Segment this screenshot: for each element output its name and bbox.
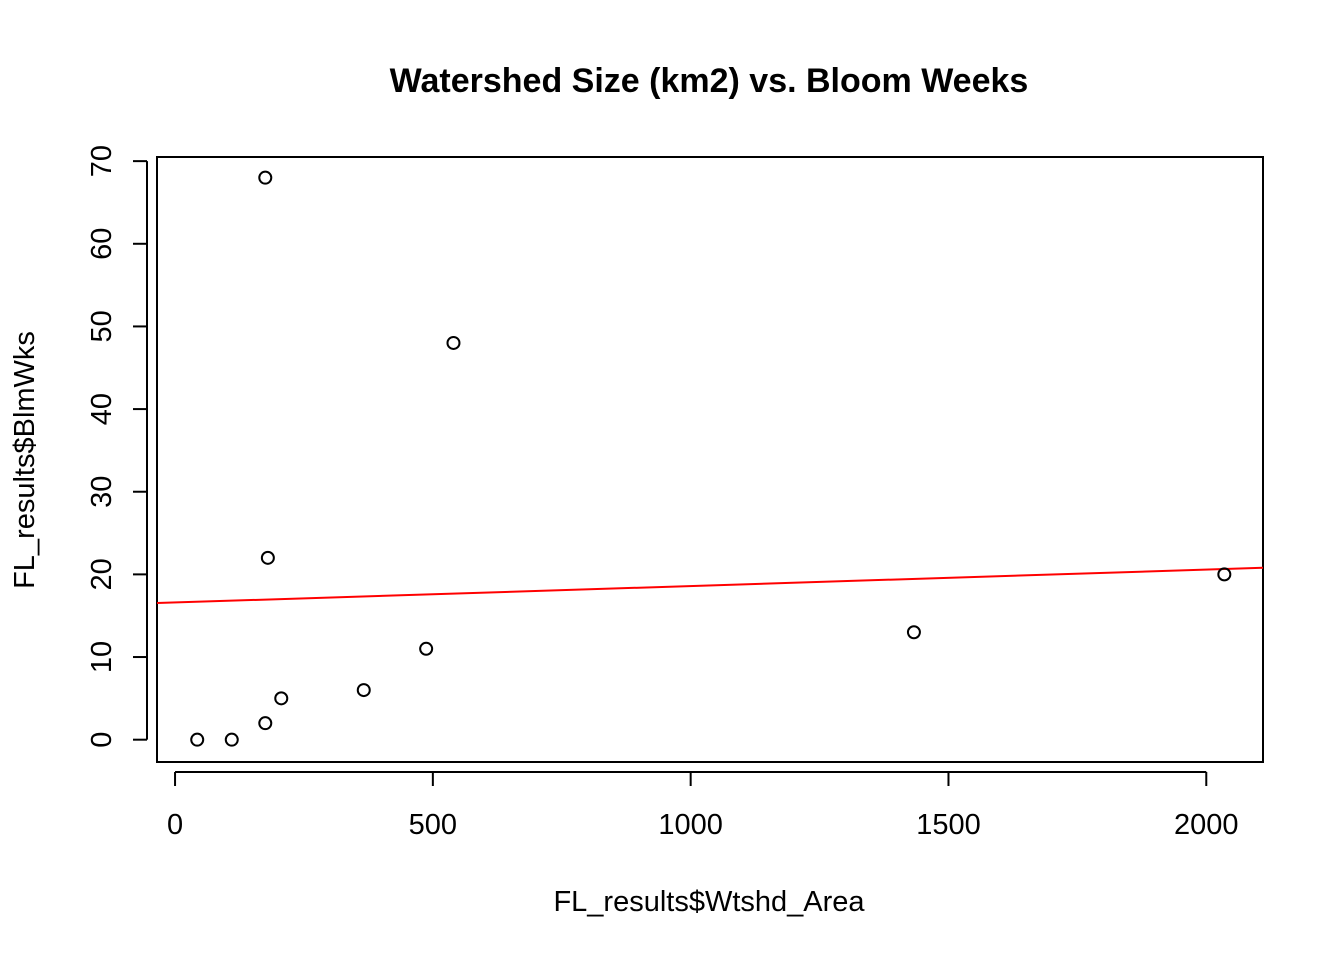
y-tick-label: 50	[86, 310, 118, 342]
plot-frame	[156, 156, 1264, 763]
data-point	[446, 335, 461, 350]
data-point	[1217, 567, 1232, 582]
x-tick-label: 1500	[916, 809, 981, 841]
fit-line-layer	[156, 566, 1264, 605]
chart-title: Watershed Size (km2) vs. Bloom Weeks	[390, 62, 1029, 100]
x-tick-label: 2000	[1174, 809, 1239, 841]
x-axis: 0 500 1000 1500 2000	[167, 771, 1239, 841]
x-tick-label: 1000	[658, 809, 723, 841]
regression-line	[156, 566, 1264, 605]
x-tick-label: 500	[409, 809, 457, 841]
points-layer	[190, 170, 1232, 747]
y-tick-label: 40	[86, 393, 118, 425]
y-tick-label: 70	[86, 145, 118, 177]
data-point	[190, 732, 205, 747]
data-point	[356, 683, 371, 698]
y-tick-label: 20	[86, 558, 118, 590]
y-axis-label: FL_results$BlmWks	[9, 331, 41, 589]
y-axis: 0 10 20 30 40 50 60 70	[86, 145, 148, 748]
data-point	[258, 716, 273, 731]
y-tick-label: 30	[86, 476, 118, 508]
data-point	[260, 550, 275, 565]
data-point	[224, 732, 239, 747]
data-point	[274, 691, 289, 706]
data-point	[258, 170, 273, 185]
data-point	[906, 625, 921, 640]
x-axis-label: FL_results$Wtshd_Area	[553, 886, 865, 918]
y-tick-label: 10	[86, 641, 118, 673]
x-tick-label: 0	[167, 809, 183, 841]
data-point	[419, 641, 434, 656]
y-tick-label: 60	[86, 228, 118, 260]
y-tick-label: 0	[86, 732, 118, 748]
